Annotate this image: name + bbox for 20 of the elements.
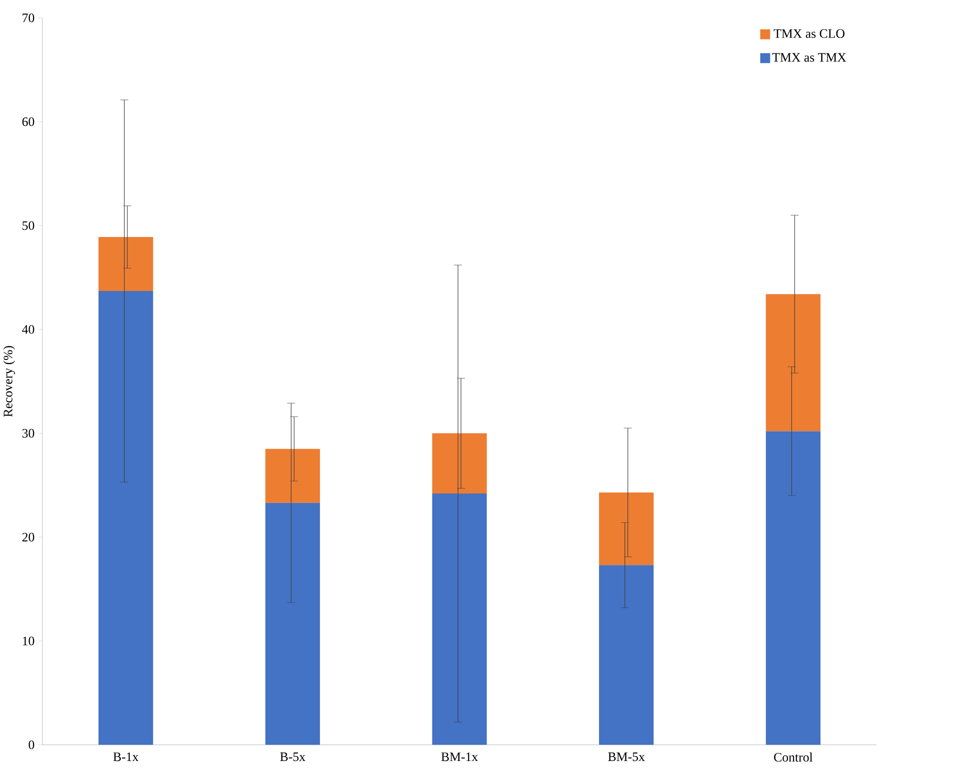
y-tick-label: 50 bbox=[22, 221, 34, 230]
bar bbox=[98, 291, 154, 746]
y-tick-label: 60 bbox=[22, 118, 34, 126]
legend-label: TMX as TMX bbox=[772, 53, 846, 62]
x-tick-label: Control bbox=[774, 752, 813, 762]
x-tick-label: B-1x bbox=[113, 752, 138, 762]
y-tick-label: 10 bbox=[22, 636, 34, 646]
bar bbox=[599, 565, 654, 746]
legend-label: TMX as CLO bbox=[774, 29, 844, 38]
x-tick-label: B-5x bbox=[280, 752, 306, 762]
y-tick-label: 30 bbox=[22, 429, 34, 438]
bar bbox=[766, 431, 820, 746]
x-tick-label: BM-5x bbox=[608, 752, 645, 762]
y-axis-title: Recovery (%) bbox=[3, 346, 16, 418]
y-tick-label: 20 bbox=[22, 532, 34, 542]
x-tick-label: BM-1x bbox=[441, 752, 478, 762]
bar bbox=[265, 503, 320, 746]
y-tick-label: 70 bbox=[22, 14, 34, 22]
y-tick-label: 40 bbox=[22, 325, 34, 334]
y-tick-label: 0 bbox=[28, 740, 34, 750]
